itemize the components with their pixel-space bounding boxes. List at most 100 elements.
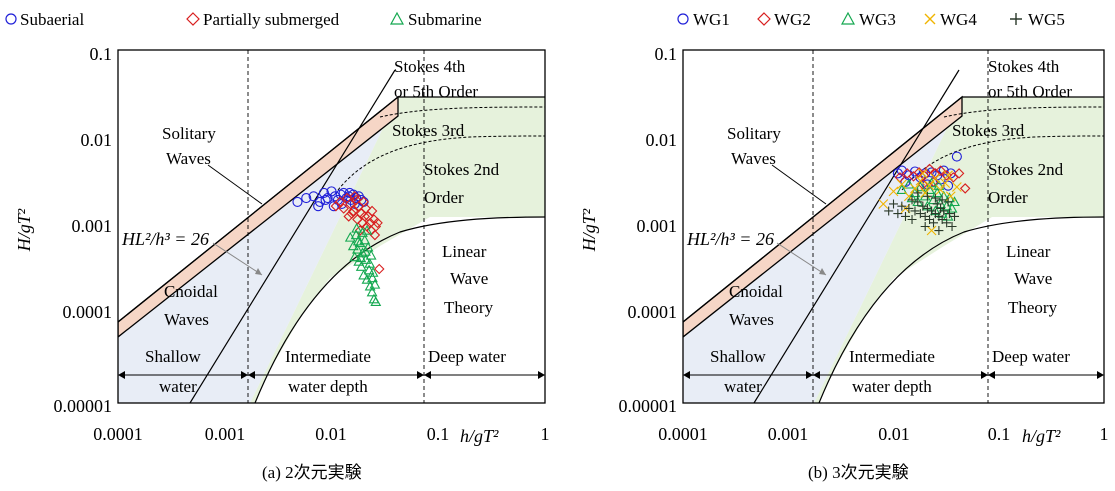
y-axis-label: H/gT² [14, 208, 34, 252]
data-point-wg3 [926, 177, 938, 188]
data-point-submarine [367, 267, 379, 277]
legend-label: WG2 [774, 10, 811, 29]
legend-label: Partially submerged [203, 10, 340, 29]
panel-b-arrowheads [683, 371, 1104, 379]
label-linear-theory: Theory [1008, 298, 1058, 317]
label-intermediate: Intermediate [285, 347, 371, 366]
data-point-wg2 [918, 170, 930, 181]
legend-label: WG5 [1028, 10, 1065, 29]
panel-b-yticks: 0.1 0.01 0.001 0.0001 0.00001 [619, 44, 678, 416]
label-stokes4-order: or 5th Order [988, 82, 1072, 101]
label-shallow: Shallow [145, 347, 201, 366]
stokes2-boundary [254, 216, 545, 403]
data-point-submarine [355, 252, 367, 263]
xtick: 0.01 [315, 424, 347, 444]
data-point-partially-submerged [372, 217, 383, 229]
data-point-wg4 [935, 184, 946, 195]
legend-marker-wg3 [840, 11, 856, 25]
ursell-leader [776, 242, 827, 276]
data-point-wg4 [951, 182, 962, 192]
label-deep-water: Deep water [428, 347, 506, 366]
data-point-wg2 [959, 183, 971, 194]
label-deep-water: Deep water [992, 347, 1070, 366]
data-point-wg4 [896, 179, 907, 190]
data-point-partially-submerged [338, 203, 349, 214]
stokes2-boundary [818, 216, 1104, 403]
breaking-limit-curve [118, 96, 545, 323]
legend-label: WG3 [859, 10, 896, 29]
ursell-leader [212, 242, 263, 276]
data-point-wg2 [901, 168, 913, 179]
data-point-submarine [364, 280, 376, 291]
ursell-annotation: HL²/h³ = 26 [686, 229, 774, 249]
data-point-partially-submerged [343, 211, 355, 222]
xtick: 0.001 [205, 424, 246, 444]
data-point-submarine [354, 237, 366, 248]
data-point-partially-submerged [373, 263, 385, 275]
legend-marker-subaerial [5, 13, 17, 25]
ytick: 0.00001 [54, 396, 113, 416]
stokes-region [814, 97, 1104, 403]
legend-label: WG4 [940, 10, 977, 29]
data-point-wg4 [930, 173, 941, 184]
label-cnoidal: Cnoidal [729, 282, 783, 301]
data-point-wg2 [935, 165, 946, 176]
data-point-subaerial [301, 193, 312, 204]
label-intermediate-depth: water depth [852, 377, 932, 396]
label-cnoidal-waves: Waves [729, 310, 774, 329]
label-linear-theory: Theory [444, 298, 494, 317]
panel-a-caption: (a) 2次元実験 [262, 463, 362, 482]
data-point-wg5 [922, 191, 932, 201]
data-point-submarine [352, 243, 363, 254]
solitary-leader [771, 164, 827, 205]
label-linear-wave: Wave [450, 269, 488, 288]
legend-marker-wg2 [757, 12, 771, 26]
data-point-wg2 [953, 168, 965, 179]
xtick: 0.001 [768, 424, 809, 444]
data-point-subaerial [308, 191, 319, 202]
panel-a-legend: Subaerial Partially submerged Submarine [5, 10, 482, 29]
data-point-submarine [369, 278, 381, 289]
label-stokes2-order: Order [424, 188, 464, 207]
ytick: 0.001 [72, 216, 113, 236]
data-point-submarine [370, 296, 382, 307]
label-stokes4: Stokes 4th [988, 57, 1060, 76]
panel-b: Stokes 4th or 5th Order Stokes 3rd Stoke… [579, 10, 1109, 482]
label-shallow-water: water [724, 377, 762, 396]
stokes-region [250, 97, 545, 403]
xtick: 0.1 [427, 424, 450, 444]
data-point-partially-submerged [369, 229, 381, 241]
data-point-wg5 [934, 226, 944, 236]
panel-a-xticks: 0.0001 0.001 0.01 0.1 1 [93, 424, 549, 444]
ytick: 0.0001 [63, 302, 113, 322]
ytick: 0.001 [637, 216, 678, 236]
data-point-submarine [364, 257, 376, 268]
data-point-partially-submerged [359, 211, 371, 222]
data-point-wg5 [900, 211, 910, 221]
data-point-wg5 [913, 188, 923, 198]
data-point-wg2 [924, 163, 935, 175]
data-point-partially-submerged [345, 198, 356, 210]
data-point-wg4 [915, 175, 926, 186]
ursell-line [189, 69, 396, 403]
label-solitary-waves: Waves [166, 149, 211, 168]
xtick: 1 [1100, 424, 1109, 444]
data-point-partially-submerged [366, 205, 378, 217]
panel-b-frame [682, 49, 1105, 404]
legend-marker-submarine [389, 11, 405, 25]
label-stokes3: Stokes 3rd [392, 121, 465, 140]
data-point-wg5 [918, 201, 928, 211]
data-point-wg3 [924, 184, 935, 195]
data-point-wg3 [941, 200, 953, 211]
data-point-subaerial [330, 191, 341, 202]
data-point-wg3 [931, 187, 943, 198]
data-point-wg3 [896, 184, 908, 195]
label-linear-wave: Wave [1014, 269, 1052, 288]
data-point-wg5 [904, 203, 914, 213]
xtick: 0.0001 [93, 424, 143, 444]
ytick: 0.1 [655, 44, 678, 64]
data-point-wg1 [951, 151, 962, 162]
label-shallow: Shallow [710, 347, 766, 366]
data-point-wg5 [913, 197, 923, 207]
data-point-wg3 [914, 181, 926, 192]
